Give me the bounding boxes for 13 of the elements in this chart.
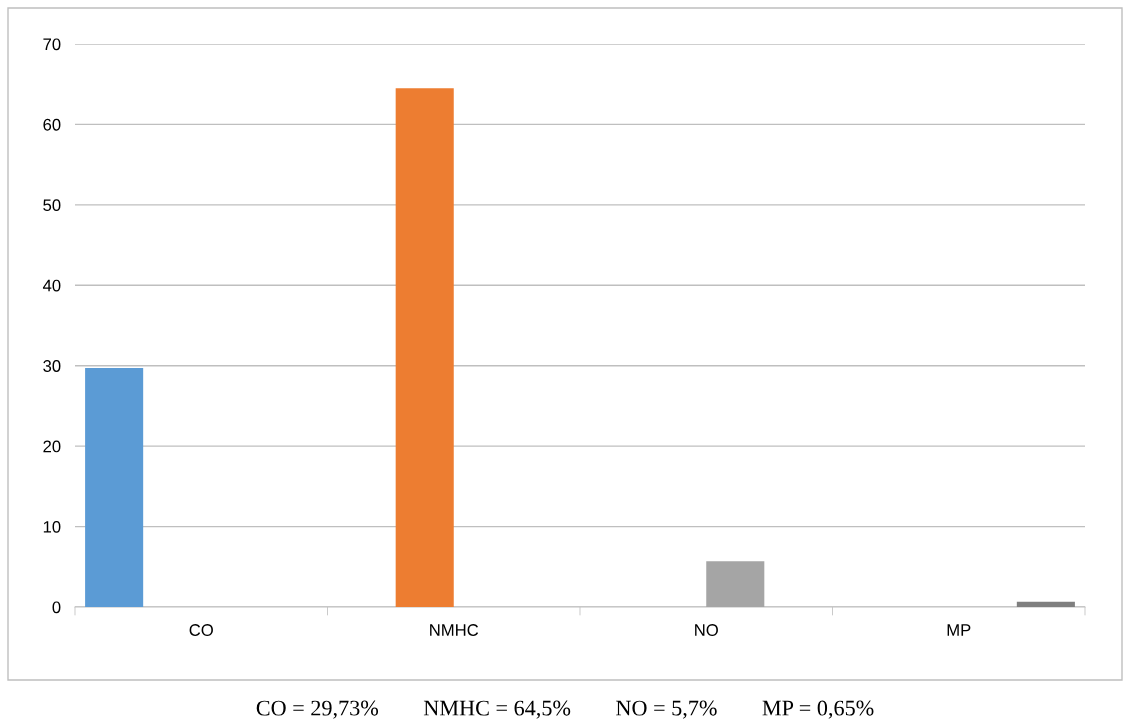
x-tick-label: NMHC <box>430 624 479 636</box>
x-tick-label: MP <box>947 624 971 636</box>
text: CO = 29,73% NMHC = 64,5% NO = 5,7% MP = 0,65% <box>256 700 874 719</box>
y-tick-label: 60 <box>43 118 61 131</box>
y-tick-label: 70 <box>43 38 61 51</box>
y-tick-label: 30 <box>43 360 61 372</box>
x-tick-label: NO <box>695 624 718 636</box>
y-tick-label: 10 <box>43 520 61 533</box>
y-tick-label: 40 <box>42 279 61 292</box>
x-tick-label: CO <box>189 624 213 636</box>
y-tick-label: 0 <box>52 601 61 614</box>
y-tick-label: 20 <box>43 440 61 453</box>
y-tick-label: 50 <box>43 199 61 212</box>
